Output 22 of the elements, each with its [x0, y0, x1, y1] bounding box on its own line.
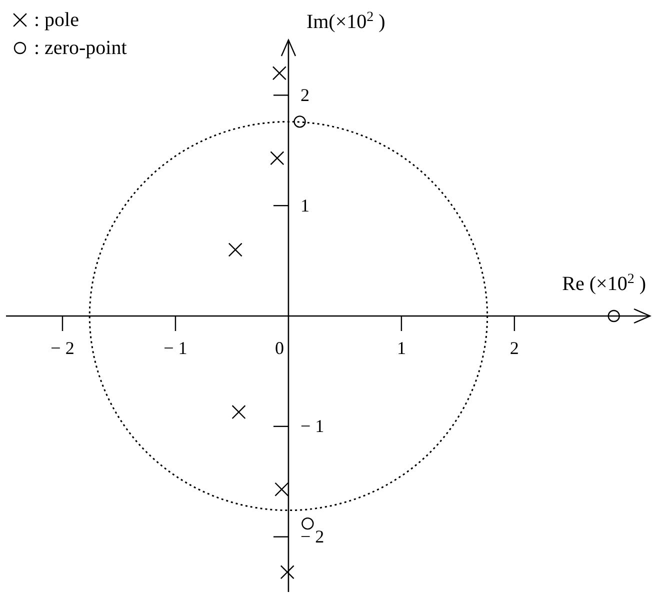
x-tick-label: 1 — [396, 338, 406, 358]
point — [302, 517, 314, 530]
legend-label: : pole — [34, 9, 80, 31]
point — [270, 151, 284, 166]
point — [608, 310, 620, 322]
point — [272, 66, 286, 80]
y-tick-label: 1 — [300, 195, 310, 216]
point — [280, 565, 294, 580]
y-tick-label: − 2 — [300, 526, 324, 547]
point — [232, 405, 246, 420]
x-axis-title: Re (×10$^{2}$ ) — [562, 272, 646, 295]
point — [228, 242, 242, 257]
point — [274, 482, 289, 496]
x-tick-label: 0 — [274, 338, 284, 358]
x-tick-label: − 1 — [164, 338, 188, 358]
y-tick-label: − 1 — [300, 416, 324, 436]
x-tick-label: − 2 — [50, 338, 74, 358]
legend-label: : zero-point — [34, 37, 128, 59]
x-tick-label: 2 — [510, 338, 519, 358]
y-axis-title: Im(×10$^{2}$ ) — [306, 10, 386, 33]
point — [294, 116, 306, 128]
y-tick-label: 2 — [300, 84, 310, 105]
